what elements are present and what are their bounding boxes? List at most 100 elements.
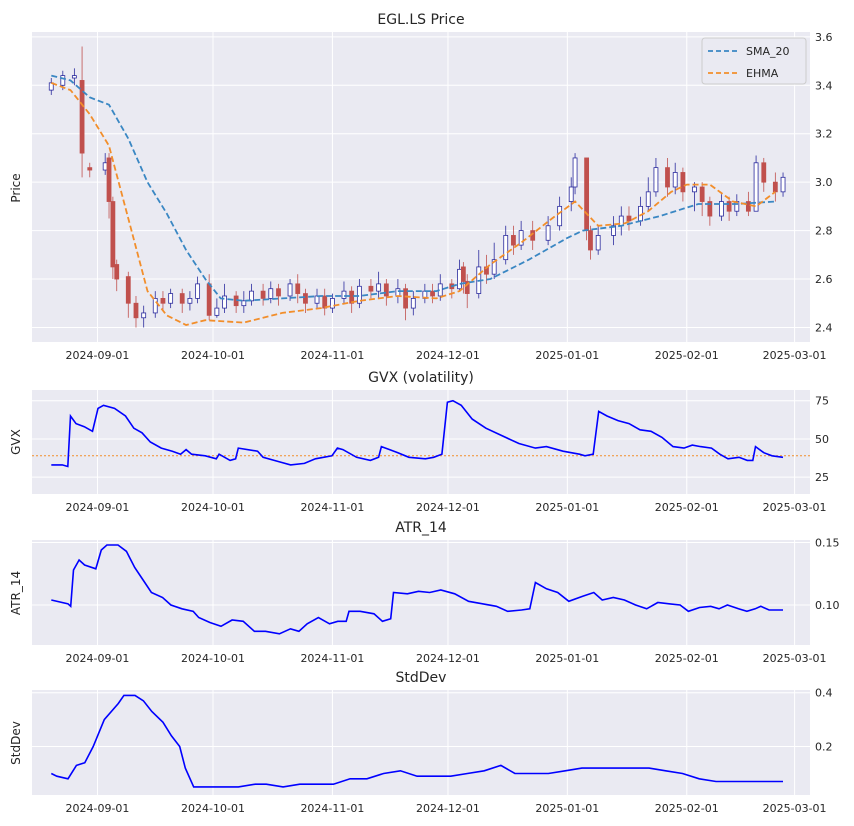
stddev-plot-area: 0.2 0.4 2024-09-01 2024-10-01 2024-11-01 2024… [32,687,833,815]
price-y-tick-label: 2.6 [815,273,833,286]
candle-body [125,276,131,304]
price-y-tick-label: 2.8 [815,225,833,238]
gvx-plot-area: 25 50 75 2024-09-01 2024-10-01 2024-11-01 2024… [32,390,829,514]
candle-body [110,201,116,268]
price-x-tick-label: 2024-11-01 [300,349,364,362]
candle-body [187,298,193,304]
atr-y-axis-label: ATR_14 [9,571,23,615]
candle-body [87,167,93,171]
candle-body [699,186,705,202]
candle-body [457,268,462,290]
gvx-x-tick-label: 2024-12-01 [416,501,480,514]
candle-body [179,293,185,304]
price-y-tick-label: 3.2 [815,128,833,141]
candle-body [753,162,759,212]
candle-body [376,283,382,292]
atr-x-tick-label: 2024-11-01 [300,652,364,665]
candle-body [206,283,212,316]
candle-body [726,201,732,212]
candle-body [160,298,166,304]
atr-series-atr-14 [51,544,783,635]
candle-body [214,307,220,316]
gvx-x-tick-label: 2024-09-01 [66,501,130,514]
stddev-x-tick-label: 2024-11-01 [300,802,364,815]
candle-body [572,157,578,188]
gvx-chart-title: GVX (volatility) [368,370,474,386]
candle-body [665,167,670,188]
candle-body [645,191,651,207]
candle-body [314,295,320,304]
gvx-x-tick-label: 2024-11-01 [300,501,364,514]
atr-x-tick-label: 2024-10-01 [181,652,245,665]
candle-body [460,266,466,282]
price-x-tick-label: 2024-09-01 [66,349,130,362]
price-y-axis-label: Price [9,173,23,202]
price-x-tick-label: 2024-12-01 [416,349,480,362]
atr-y-tick-label: 0.10 [815,599,840,612]
candle-body [692,186,697,193]
stddev-y-tick-label: 0.4 [815,687,833,700]
candle-body [680,172,686,193]
atr-x-tick-label: 2025-03-01 [763,652,827,665]
candle-body [260,290,266,299]
candle-body [141,312,147,319]
stddev-x-tick-label: 2024-10-01 [181,802,245,815]
atr-x-tick-label: 2025-02-01 [655,652,719,665]
candle-body [403,288,408,309]
candle-body [611,225,616,236]
atr-x-tick-label: 2025-01-01 [535,652,599,665]
price-y-tick-label: 3.0 [815,176,833,189]
candle-body [568,186,574,202]
candle-body [626,215,632,222]
price-y-tick-label: 2.4 [815,321,833,334]
atr-x-tick-label: 2024-09-01 [66,652,130,665]
legend-sma-label: SMA_20 [746,45,790,58]
atr-panel-background [32,540,810,645]
candle-body [503,235,509,261]
atr-plot-area: 0.10 0.15 2024-09-01 2024-10-01 2024-11-01 20… [32,537,840,665]
candle-body [595,235,601,251]
candle-body [707,201,713,217]
candle-body [303,293,308,304]
candle-body [653,167,659,193]
candle-body [719,201,724,217]
candle-body [241,300,247,307]
candle-body [383,283,389,297]
candle-body [518,230,524,246]
candle-body [276,288,281,297]
candle-body [268,288,274,299]
candle-body [295,283,301,294]
stddev-x-tick-label: 2024-12-01 [416,802,480,815]
atr-y-tick-label: 0.15 [815,537,840,550]
legend-ehma-label: EHMA [746,67,779,80]
stddev-x-tick-label: 2025-02-01 [655,802,719,815]
candle-body [322,295,328,309]
candle-body [430,290,435,297]
price-chart-title: EGL.LS Price [377,12,464,28]
stddev-y-tick-label: 0.2 [815,741,833,754]
candle-body [588,230,593,251]
candle-body [79,80,85,154]
price-x-tick-label: 2025-01-01 [535,349,599,362]
candle-body [222,295,227,309]
candle-body [761,162,767,183]
candle-body [106,157,112,202]
gvx-y-axis-label: GVX [9,429,23,455]
candle-body [349,290,355,304]
price-y-tick-label: 3.4 [815,79,833,92]
gvx-x-tick-label: 2024-10-01 [181,501,245,514]
candle-body [745,201,751,212]
stddev-y-axis-label: StdDev [9,721,23,765]
stddev-x-tick-label: 2025-03-01 [763,802,827,815]
price-y-tick-label: 3.6 [815,31,833,44]
candle-body [133,302,139,319]
candle-body [584,157,590,231]
candle-body [168,293,174,304]
candle-body [410,298,416,309]
candle-body [330,298,335,309]
candle-body [772,181,778,193]
atr-x-tick-label: 2024-12-01 [416,652,480,665]
candle-body [356,285,362,304]
candle-body [511,235,516,246]
